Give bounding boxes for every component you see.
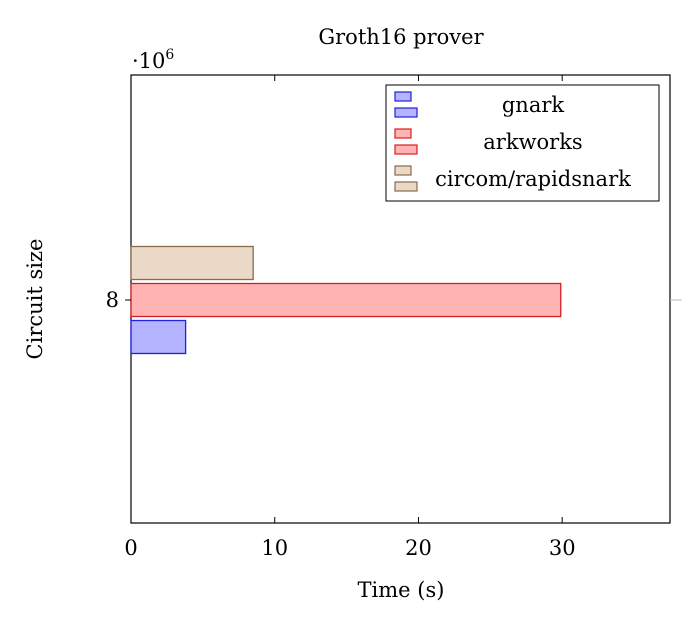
bar-arkworks <box>130 282 562 318</box>
x-tick-label: 30 <box>549 536 576 560</box>
y-ticks-group: 8 <box>106 288 682 312</box>
legend-box <box>385 84 660 202</box>
bar-gnark <box>130 319 187 355</box>
x-tick-label: 10 <box>261 536 288 560</box>
legend-label: arkworks <box>483 130 582 154</box>
legend-swatch <box>394 181 418 192</box>
chart-title: Groth16 prover <box>318 25 484 49</box>
bars-group <box>130 245 562 355</box>
x-tick-label: 20 <box>405 536 432 560</box>
x-tick-label: 0 <box>124 536 137 560</box>
legend-item-circom-rapidsnark: circom/rapidsnark <box>394 165 631 192</box>
bar-circom-rapidsnark <box>130 245 254 281</box>
legend-swatch <box>394 107 418 118</box>
y-multiplier-exponent: 6 <box>165 47 174 63</box>
y-multiplier: ·106 <box>132 47 174 73</box>
legend-item-gnark: gnark <box>394 91 565 118</box>
legend: gnark arkworks circom/rapidsnark <box>385 84 660 202</box>
legend-swatch <box>394 144 418 155</box>
legend-swatch <box>394 128 412 139</box>
x-axis-label: Time (s) <box>358 578 445 602</box>
y-axis-label: Circuit size <box>23 239 47 360</box>
y-tick-label: 8 <box>106 288 119 312</box>
legend-label: gnark <box>502 93 565 117</box>
y-multiplier-base: ·10 <box>132 49 165 73</box>
legend-label: circom/rapidsnark <box>435 167 631 191</box>
x-ticks-group: 0 10 20 30 <box>124 75 576 560</box>
legend-swatch <box>394 91 412 102</box>
legend-swatch <box>394 165 412 176</box>
legend-item-arkworks: arkworks <box>394 128 583 155</box>
